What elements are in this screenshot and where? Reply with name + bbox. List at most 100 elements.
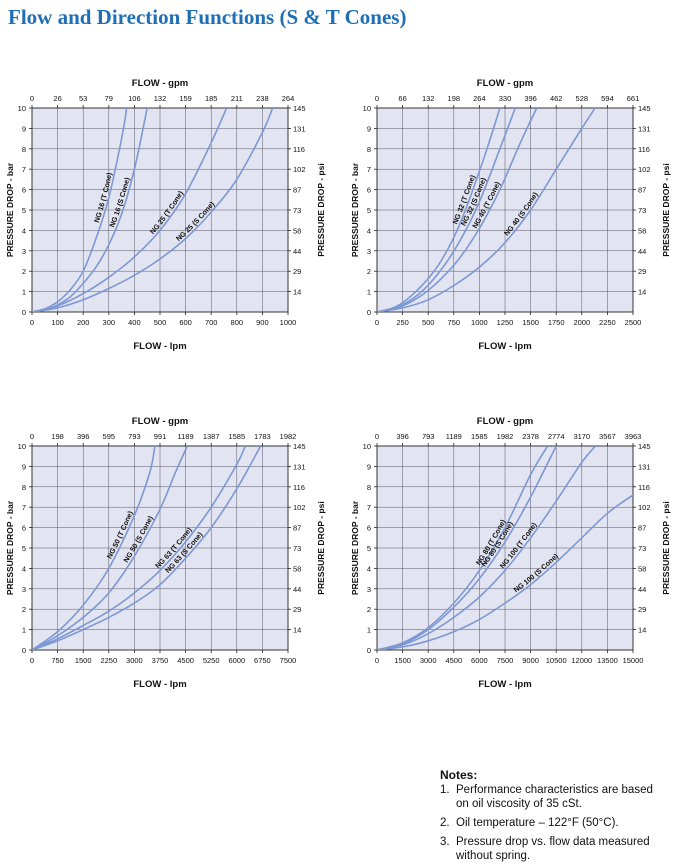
top-tick-label: 0 bbox=[30, 432, 34, 441]
x-tick-label: 12000 bbox=[571, 656, 592, 665]
y-tick-label: 10 bbox=[363, 104, 371, 113]
right-tick-label: 73 bbox=[293, 544, 301, 553]
right-tick-label: 102 bbox=[293, 503, 306, 512]
x-tick-label: 0 bbox=[30, 656, 34, 665]
top-tick-label: 66 bbox=[398, 94, 406, 103]
top-tick-label: 595 bbox=[103, 432, 116, 441]
top-tick-label: 3170 bbox=[573, 432, 590, 441]
right-tick-label: 145 bbox=[638, 104, 651, 113]
top-tick-label: 26 bbox=[53, 94, 61, 103]
right-tick-label: 29 bbox=[638, 605, 646, 614]
notes: Notes: 1. Performance characteristics ar… bbox=[440, 768, 665, 868]
right-tick-label: 131 bbox=[638, 462, 651, 471]
top-tick-label: 1585 bbox=[228, 432, 245, 441]
series-group bbox=[32, 446, 262, 650]
x-tick-label: 900 bbox=[256, 318, 269, 327]
x-tick-label: 800 bbox=[231, 318, 244, 327]
series-line bbox=[377, 108, 538, 312]
x-tick-label: 0 bbox=[375, 318, 379, 327]
y-tick-label: 4 bbox=[22, 226, 26, 235]
y-tick-label: 0 bbox=[22, 646, 26, 655]
y-tick-label: 2 bbox=[367, 605, 371, 614]
top-tick-label: 1585 bbox=[471, 432, 488, 441]
y-tick-label: 8 bbox=[367, 483, 371, 492]
x-tick-label: 6000 bbox=[471, 656, 488, 665]
right-tick-label: 73 bbox=[293, 206, 301, 215]
note-text: Performance characteristics are based on… bbox=[456, 784, 653, 810]
right-tick-label: 29 bbox=[293, 605, 301, 614]
chart-ng80-ng100: 0 1500 3000 4500 6000 7500 9000 10500 12000 13500… bbox=[350, 416, 671, 690]
right-tick-label: 29 bbox=[638, 267, 646, 276]
right-tick-label: 58 bbox=[638, 226, 646, 235]
y-tick-label: 4 bbox=[367, 226, 371, 235]
series-line bbox=[32, 446, 156, 650]
top-tick-label: 2378 bbox=[522, 432, 539, 441]
y-tick-label: 9 bbox=[367, 124, 371, 133]
y-axis-title: PRESSURE DROP - bar bbox=[350, 500, 360, 595]
top-tick-label: 2774 bbox=[548, 432, 565, 441]
y-tick-label: 0 bbox=[367, 646, 371, 655]
right-tick-label: 116 bbox=[638, 145, 650, 154]
top-axis-title: FLOW - gpm bbox=[132, 416, 188, 427]
top-tick-label: 132 bbox=[422, 94, 435, 103]
right-tick-label: 58 bbox=[293, 226, 301, 235]
y-tick-label: 3 bbox=[22, 585, 26, 594]
top-axis-title: FLOW - gpm bbox=[477, 78, 533, 89]
series-line bbox=[32, 108, 274, 312]
note-text: Oil temperature – 122°F (50°C). bbox=[456, 817, 619, 829]
top-tick-label: 991 bbox=[154, 432, 167, 441]
series-line bbox=[32, 446, 262, 650]
x-tick-label: 750 bbox=[51, 656, 64, 665]
y-tick-label: 3 bbox=[367, 247, 371, 256]
x-tick-label: 6750 bbox=[254, 656, 271, 665]
series-line bbox=[32, 108, 128, 312]
right-tick-label: 14 bbox=[293, 288, 301, 297]
y-tick-label: 8 bbox=[22, 483, 26, 492]
top-tick-label: 53 bbox=[79, 94, 87, 103]
notes-heading: Notes: bbox=[440, 768, 478, 782]
x-tick-label: 9000 bbox=[522, 656, 539, 665]
series-group bbox=[32, 108, 274, 312]
y-tick-label: 10 bbox=[18, 104, 26, 113]
y-tick-label: 7 bbox=[22, 503, 26, 512]
series-group bbox=[377, 108, 596, 312]
top-axis-title: FLOW - gpm bbox=[132, 78, 188, 89]
top-tick-label: 106 bbox=[128, 94, 141, 103]
y-tick-label: 7 bbox=[367, 165, 371, 174]
top-tick-label: 330 bbox=[499, 94, 512, 103]
y-tick-label: 1 bbox=[367, 626, 371, 635]
top-tick-label: 594 bbox=[601, 94, 614, 103]
right-tick-label: 87 bbox=[638, 186, 646, 195]
y-tick-label: 1 bbox=[22, 288, 26, 297]
top-tick-label: 1189 bbox=[446, 432, 462, 441]
right-tick-label: 14 bbox=[638, 288, 646, 297]
right-tick-label: 87 bbox=[293, 524, 301, 533]
right-tick-label: 29 bbox=[293, 267, 301, 276]
top-tick-label: 793 bbox=[128, 432, 141, 441]
top-tick-label: 198 bbox=[51, 432, 64, 441]
top-tick-label: 1387 bbox=[203, 432, 220, 441]
y-tick-label: 5 bbox=[22, 544, 26, 553]
right-tick-label: 145 bbox=[293, 104, 306, 113]
x-tick-label: 3750 bbox=[152, 656, 169, 665]
right-axis-title: PRESSURE DROP - psi bbox=[661, 163, 671, 256]
y-tick-label: 6 bbox=[367, 186, 371, 195]
y-tick-label: 3 bbox=[22, 247, 26, 256]
top-tick-label: 79 bbox=[105, 94, 113, 103]
top-tick-label: 396 bbox=[524, 94, 537, 103]
series-line bbox=[377, 108, 516, 312]
top-tick-label: 396 bbox=[77, 432, 90, 441]
right-tick-label: 145 bbox=[638, 442, 651, 451]
y-tick-label: 6 bbox=[22, 524, 26, 533]
right-tick-label: 14 bbox=[293, 626, 301, 635]
x-tick-label: 400 bbox=[128, 318, 141, 327]
series-line bbox=[377, 446, 557, 650]
top-tick-label: 198 bbox=[448, 94, 461, 103]
series-line bbox=[377, 108, 501, 312]
y-tick-label: 8 bbox=[367, 145, 371, 154]
series-line bbox=[377, 108, 596, 312]
x-tick-label: 100 bbox=[51, 318, 64, 327]
right-tick-label: 87 bbox=[293, 186, 301, 195]
right-tick-label: 102 bbox=[293, 165, 306, 174]
